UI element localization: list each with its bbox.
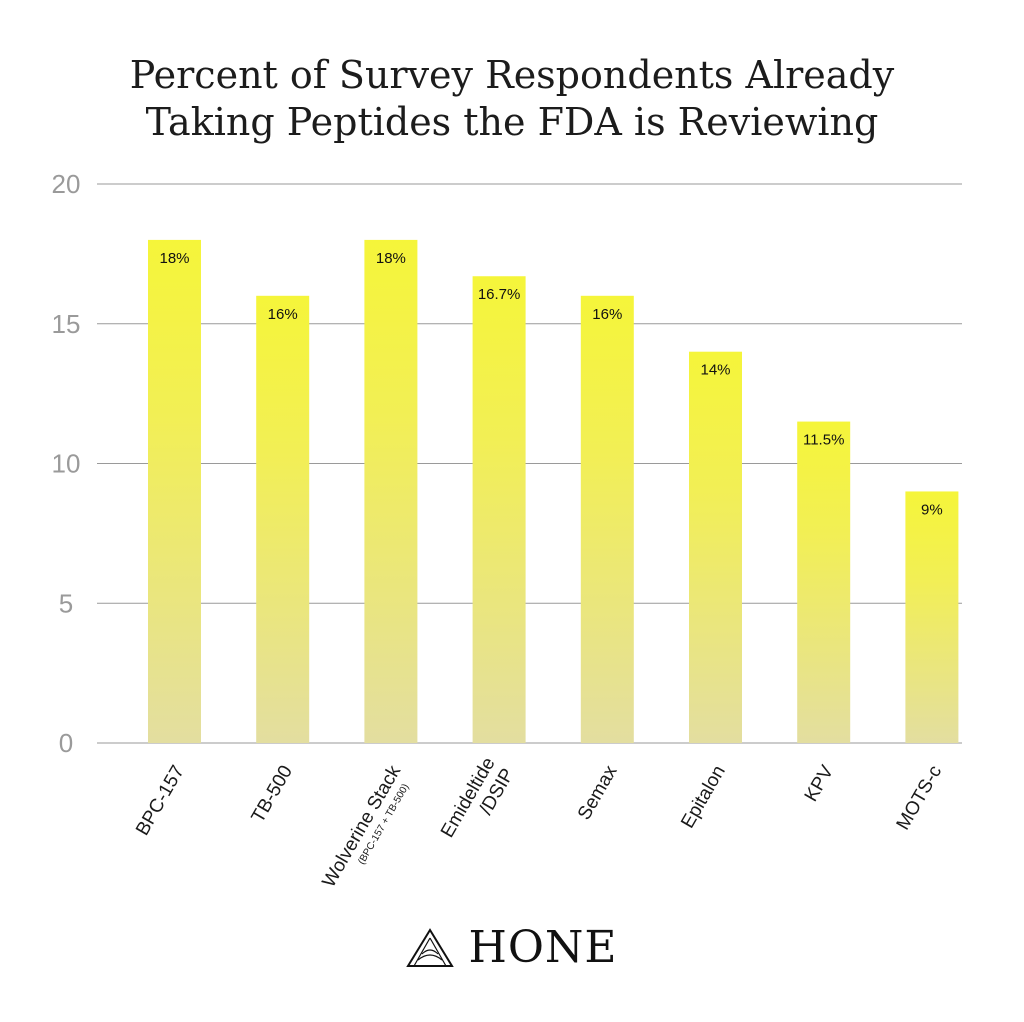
x-tick-label-group: MOTS-c xyxy=(893,762,947,834)
bars xyxy=(148,239,959,743)
x-tick-label: KPV xyxy=(801,762,838,806)
data-label: 11.5% xyxy=(803,432,844,449)
data-label: 18% xyxy=(159,250,189,267)
x-tick-label: TB-500 xyxy=(248,762,297,826)
bar xyxy=(148,239,201,743)
x-tick-label-group: Epitalon xyxy=(677,762,730,832)
y-tick-label: 5 xyxy=(59,588,73,618)
brand-name: HONE xyxy=(468,922,618,973)
chart-title-line2: Taking Peptides the FDA is Reviewing xyxy=(145,100,879,144)
x-tick-label-group: Wolverine Stack(BPC-157 + TB-500) xyxy=(319,762,412,892)
bar xyxy=(797,421,851,743)
bar xyxy=(364,239,418,743)
data-labels: 18% 16% 18% 16.7% 16% 14% 11.5% 9% xyxy=(159,250,942,519)
data-label: 16% xyxy=(592,306,622,323)
x-axis: BPC-157 TB-500 Wolverine Stack(BPC-157 + T… xyxy=(132,754,947,892)
y-tick-label: 0 xyxy=(59,728,73,758)
bar xyxy=(580,295,634,743)
x-tick-label-group: KPV xyxy=(801,762,838,806)
x-tick-label: Wolverine Stack xyxy=(319,762,406,892)
bar xyxy=(689,351,742,743)
brand-logo: HONE xyxy=(0,922,1024,973)
x-tick-label: Epitalon xyxy=(677,762,730,832)
y-tick-label: 20 xyxy=(52,169,81,199)
data-label: 16.7% xyxy=(478,286,521,303)
x-tick-label: Semax xyxy=(574,762,622,824)
hone-logo-icon xyxy=(406,927,455,967)
data-label: 16% xyxy=(268,306,298,323)
y-axis: 0 5 10 15 20 xyxy=(52,169,81,758)
x-tick-label-group: TB-500 xyxy=(248,762,297,826)
bar xyxy=(256,295,310,743)
bar xyxy=(472,276,526,743)
chart-title: Percent of Survey Respondents Already Ta… xyxy=(0,52,1024,146)
data-label: 14% xyxy=(700,362,730,379)
x-tick-label: BPC-157 xyxy=(132,762,189,839)
y-tick-label: 10 xyxy=(52,449,81,479)
y-tick-label: 15 xyxy=(52,309,81,339)
x-tick-label-group: Semax xyxy=(574,762,622,824)
bar xyxy=(905,491,959,743)
data-label: 18% xyxy=(376,250,406,267)
data-label: 9% xyxy=(921,501,943,518)
x-tick-label: MOTS-c xyxy=(893,762,947,834)
chart-title-line1: Percent of Survey Respondents Already xyxy=(129,53,895,97)
x-tick-label-group: Emideltide/DSIP xyxy=(437,754,519,841)
x-tick-label-group: BPC-157 xyxy=(132,762,189,839)
